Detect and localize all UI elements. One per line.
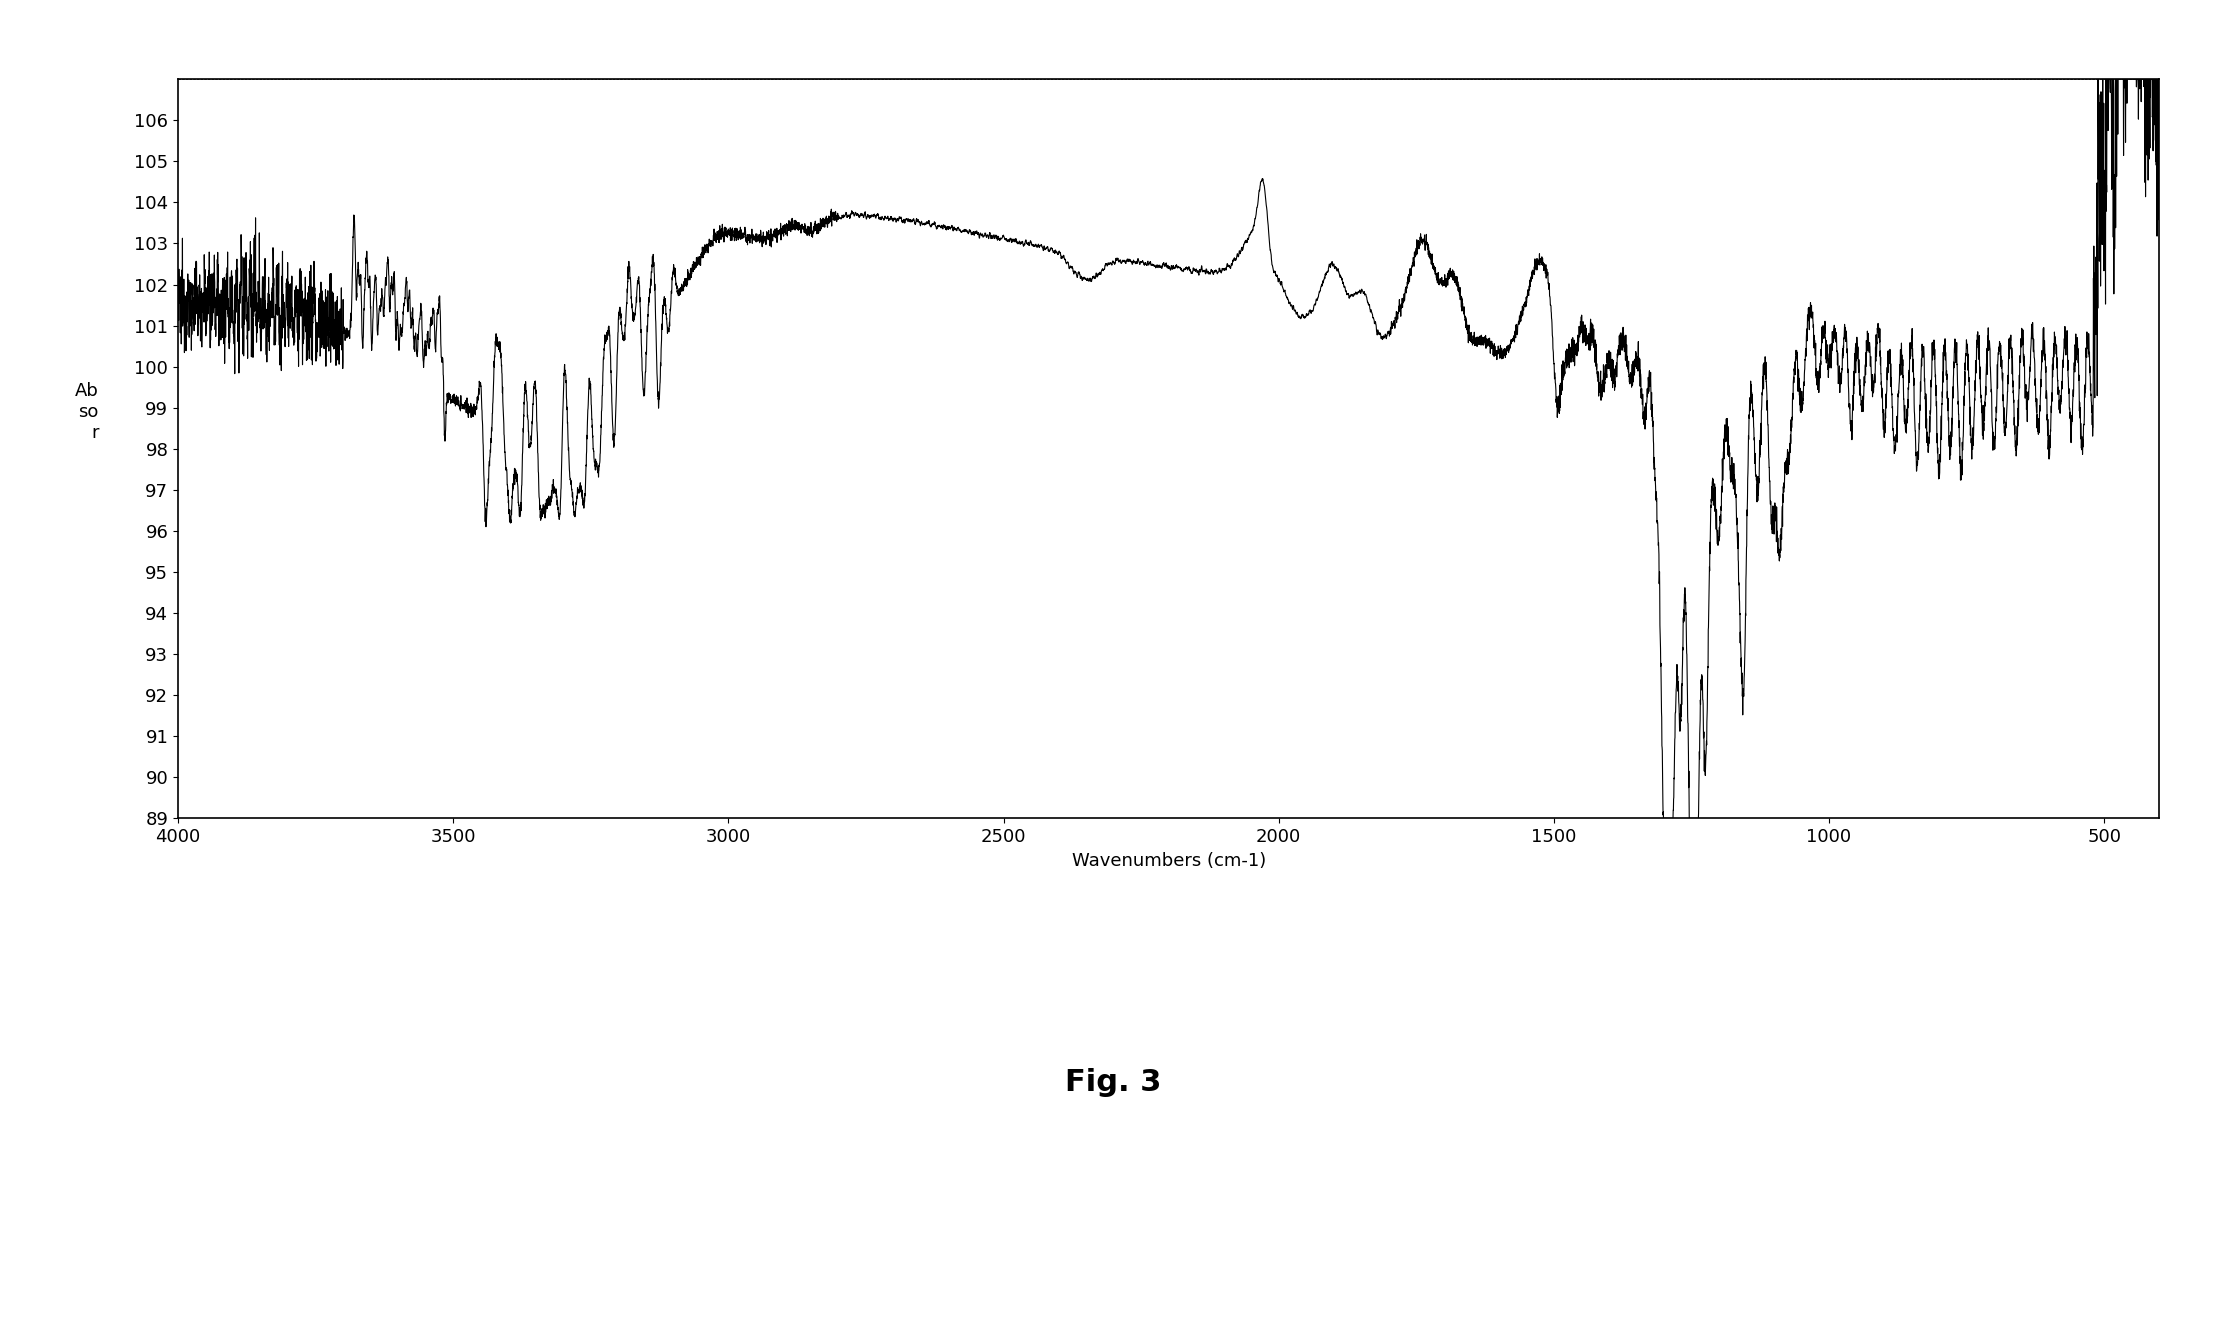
Text: Ab
so
r: Ab so r bbox=[76, 381, 98, 442]
X-axis label: Wavenumbers (cm-1): Wavenumbers (cm-1) bbox=[1071, 851, 1267, 870]
Text: Fig. 3: Fig. 3 bbox=[1064, 1068, 1162, 1097]
